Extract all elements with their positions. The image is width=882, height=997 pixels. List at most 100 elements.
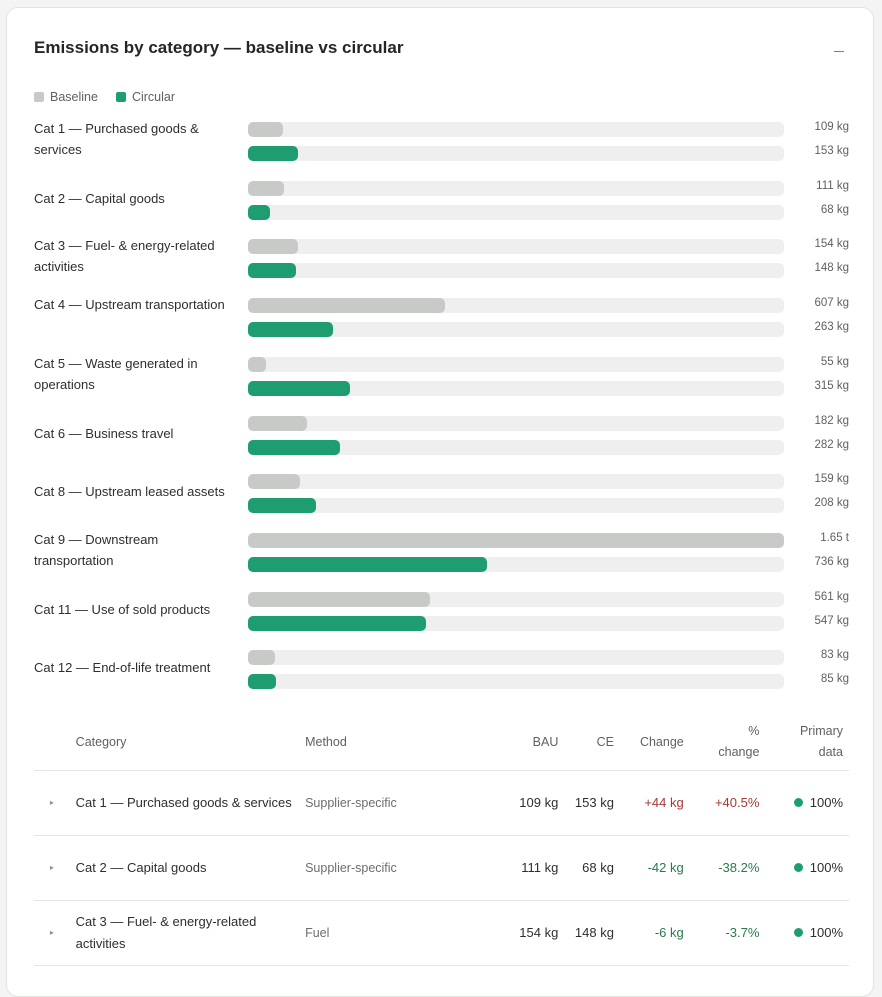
header-change: Change — [619, 714, 690, 771]
bar-track — [248, 440, 784, 455]
bar-track — [248, 381, 784, 396]
bar-track — [248, 674, 784, 689]
bar-track — [248, 592, 784, 607]
bar-track — [248, 498, 784, 513]
legend-label-baseline: Baseline — [50, 90, 98, 104]
baseline-bar[interactable] — [248, 122, 284, 137]
table-row[interactable]: ▸ Cat 2 — Capital goods Supplier-specifi… — [34, 835, 849, 901]
bar-track — [248, 181, 784, 196]
baseline-value-label: 607 kg — [814, 297, 849, 309]
circular-value-label: 208 kg — [814, 497, 849, 509]
row-primary: 100% — [765, 835, 849, 901]
bar-track — [248, 205, 784, 220]
caret-right-icon[interactable]: ▸ — [34, 770, 70, 836]
row-bau: 109 kg — [508, 770, 565, 836]
bar-track — [248, 122, 784, 137]
circular-value-label: 85 kg — [820, 673, 849, 685]
row-method: Supplier-specific — [299, 835, 509, 901]
category-label: Cat 11 — Use of sold products — [34, 601, 211, 617]
baseline-bar[interactable] — [248, 357, 266, 372]
circular-bar[interactable] — [248, 322, 334, 337]
category-label: Cat 9 — Downstream transportation — [34, 532, 159, 568]
baseline-bar[interactable] — [248, 650, 275, 665]
row-method: Fuel — [299, 900, 509, 966]
header-expand — [34, 714, 70, 771]
table-row[interactable]: ▸ Cat 3 — Fuel- & energy-related activit… — [34, 900, 849, 966]
circular-value-label: 547 kg — [814, 615, 849, 627]
header-category: Category — [69, 714, 300, 771]
baseline-value-label: 159 kg — [814, 473, 849, 485]
baseline-value-label: 83 kg — [820, 649, 849, 661]
header-primary-line2: data — [818, 745, 843, 759]
card-title: Emissions by category — baseline vs circ… — [34, 38, 404, 57]
row-ce: 68 kg — [564, 835, 620, 901]
row-ce: 153 kg — [564, 770, 620, 836]
row-category: Cat 3 — Fuel- & energy-related activitie… — [69, 900, 300, 966]
header-pct-change: % change — [689, 714, 766, 771]
category-label: Cat 3 — Fuel- & energy-related activitie… — [34, 238, 215, 274]
emissions-table: Category Method BAU CE Change % change P… — [34, 714, 849, 966]
baseline-bar[interactable] — [248, 239, 299, 254]
emissions-card: Emissions by category — baseline vs circ… — [6, 7, 874, 997]
circular-value-label: 315 kg — [814, 380, 849, 392]
circular-bar[interactable] — [248, 381, 351, 396]
category-label: Cat 6 — Business travel — [34, 425, 174, 441]
baseline-bar[interactable] — [248, 474, 300, 489]
circular-value-label: 153 kg — [814, 145, 849, 157]
circular-bar[interactable] — [248, 674, 276, 689]
legend-item-baseline: Baseline — [34, 90, 98, 104]
row-primary-value: 100% — [809, 795, 843, 810]
circular-bar[interactable] — [248, 498, 316, 513]
circular-bar[interactable] — [248, 616, 426, 631]
header-pct-line2: change — [718, 745, 760, 759]
category-label: Cat 12 — End-of-life treatment — [34, 659, 211, 675]
caret-right-icon[interactable]: ▸ — [34, 835, 70, 901]
circular-bar[interactable] — [248, 440, 340, 455]
row-ce: 148 kg — [564, 900, 620, 966]
table-row[interactable]: ▸ Cat 1 — Purchased goods & services Sup… — [34, 770, 849, 836]
category-label: Cat 5 — Waste generated in operations — [34, 356, 198, 392]
minus-icon[interactable] — [833, 44, 845, 56]
bar-track — [248, 557, 784, 572]
baseline-value-label: 182 kg — [814, 415, 849, 427]
bar-track — [248, 298, 784, 313]
baseline-bar[interactable] — [248, 181, 285, 196]
category-label: Cat 4 — Upstream transportation — [34, 297, 225, 312]
category-label: Cat 1 — Purchased goods & services — [34, 121, 199, 157]
circular-bar[interactable] — [248, 205, 271, 220]
baseline-value-label: 154 kg — [814, 238, 849, 250]
baseline-bar[interactable] — [248, 416, 308, 431]
bar-track — [248, 416, 784, 431]
baseline-value-label: 1.65 t — [820, 532, 849, 544]
row-change: +44 kg — [619, 770, 690, 836]
row-pct-change: +40.5% — [689, 770, 766, 836]
row-pct-change: -3.7% — [689, 900, 766, 966]
row-change: -42 kg — [619, 835, 690, 901]
baseline-bar[interactable] — [248, 298, 446, 313]
baseline-bar[interactable] — [248, 592, 431, 607]
baseline-bar[interactable] — [248, 533, 784, 548]
circular-bar[interactable] — [248, 557, 488, 572]
row-pct-change: -38.2% — [689, 835, 766, 901]
row-method: Supplier-specific — [299, 770, 509, 836]
emissions-bar-chart: Cat 1 — Purchased goods & services 109 kg… — [7, 8, 875, 708]
baseline-value-label: 55 kg — [820, 356, 849, 368]
category-label: Cat 8 — Upstream leased assets — [34, 483, 225, 499]
header-ce: CE — [564, 714, 620, 771]
bar-track — [248, 533, 784, 548]
row-bau: 111 kg — [508, 835, 565, 901]
status-dot — [793, 928, 803, 937]
caret-right-icon[interactable]: ▸ — [34, 900, 70, 966]
row-category: Cat 2 — Capital goods — [69, 835, 300, 901]
circular-bar[interactable] — [248, 146, 298, 161]
legend-swatch-baseline — [34, 92, 44, 102]
circular-bar[interactable] — [248, 263, 297, 278]
header-bau: BAU — [508, 714, 565, 771]
bar-track — [248, 146, 784, 161]
legend-item-circular: Circular — [115, 90, 175, 104]
bar-track — [248, 650, 784, 665]
bar-track — [248, 616, 784, 631]
circular-value-label: 736 kg — [814, 556, 849, 568]
row-category: Cat 1 — Purchased goods & services — [69, 770, 300, 836]
bar-track — [248, 474, 784, 489]
